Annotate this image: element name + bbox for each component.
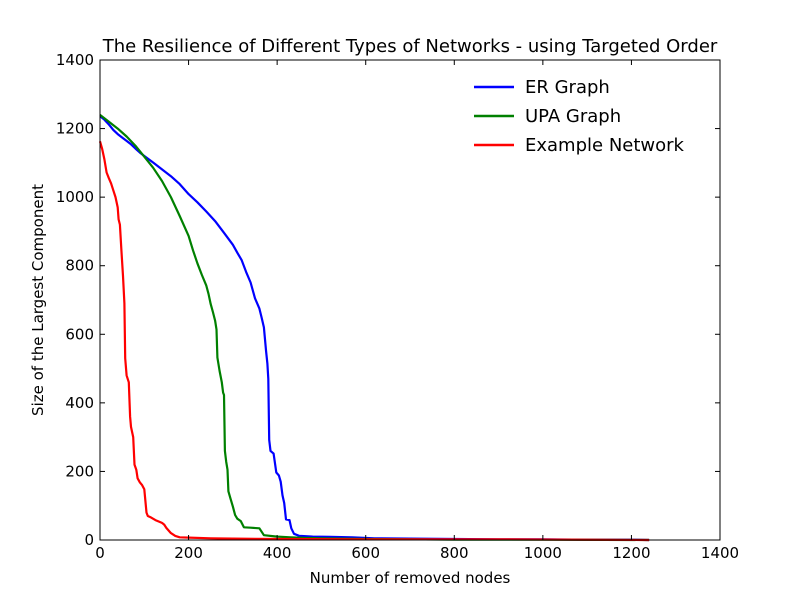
series-line-0 <box>99 115 650 542</box>
series-lines-group <box>98 114 650 542</box>
x-tick-label: 600 <box>351 544 380 562</box>
x-axis: 0 200 400 600 800 1000 1200 1400 <box>95 60 739 562</box>
series-line-2 <box>98 141 650 542</box>
x-tick-label: 400 <box>263 544 292 562</box>
y-tick-label: 400 <box>65 394 94 412</box>
y-tick-label: 600 <box>65 325 94 343</box>
x-tick-label: 0 <box>95 544 105 562</box>
y-tick-label: 0 <box>84 531 94 549</box>
plot-frame <box>99 59 721 541</box>
x-tick-label: 200 <box>174 544 203 562</box>
x-tick-label: 1200 <box>612 544 650 562</box>
y-tick-label: 1000 <box>56 188 94 206</box>
y-axis-title: Size of the Largest Component <box>29 184 47 416</box>
y-tick-label: 1400 <box>56 51 94 69</box>
y-tick-label: 1200 <box>56 120 94 138</box>
y-tick-label: 200 <box>65 462 94 480</box>
legend-label-0: ER Graph <box>525 77 610 98</box>
chart-title: The Resilience of Different Types of Net… <box>102 36 718 57</box>
series-line-1 <box>99 114 650 542</box>
x-axis-title: Number of removed nodes <box>310 569 511 587</box>
x-tick-label: 800 <box>440 544 469 562</box>
x-tick-label: 1000 <box>524 544 562 562</box>
y-axis: 0 200 400 600 800 1000 1200 1400 <box>56 51 720 549</box>
y-tick-label: 800 <box>65 257 94 275</box>
legend: ER Graph UPA Graph Example Network <box>474 77 685 156</box>
legend-label-2: Example Network <box>525 135 685 156</box>
x-tick-label: 1400 <box>701 544 739 562</box>
legend-label-1: UPA Graph <box>525 106 621 127</box>
